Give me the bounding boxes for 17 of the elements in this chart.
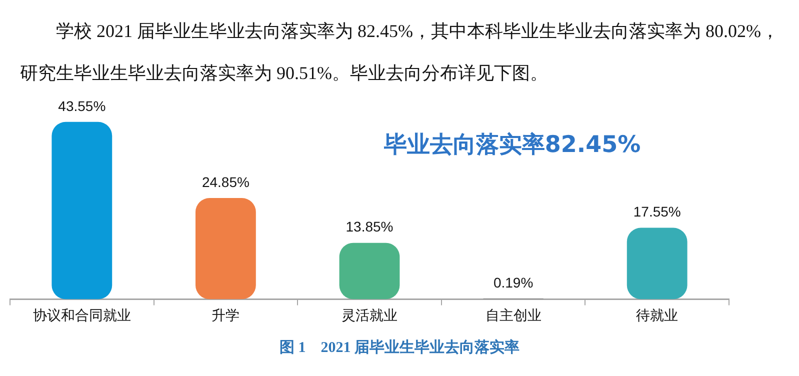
bar [196, 198, 256, 300]
data-label: 43.55% [58, 98, 106, 114]
bar [52, 122, 112, 300]
x-tick-label: 协议和合同就业 [32, 308, 131, 324]
data-label: 24.85% [202, 174, 250, 190]
x-tick-label: 升学 [212, 308, 240, 324]
bar [626, 228, 688, 300]
text: 学校 2021 届毕业生毕业去向落实率为 82.45%，其中本科毕业生毕业去向落实率为 80.02%，研究生毕业生毕业去向落实率为 90.51%。毕业去向分布详见下图。 [20, 21, 779, 83]
x-tick-label: 自主创业 [485, 308, 542, 324]
data-label: 17.55% [633, 204, 681, 220]
bar [339, 242, 400, 300]
x-tick-label: 灵活就业 [342, 308, 398, 324]
data-label: 13.85% [346, 218, 394, 235]
annotation: 毕业去向落实率82.45% [382, 130, 641, 158]
data-label: 0.19% [493, 274, 534, 290]
text: 图 1 2021 届毕业生毕业去向落实率 [278, 338, 520, 357]
x-tick-label: 待就业 [636, 308, 678, 324]
